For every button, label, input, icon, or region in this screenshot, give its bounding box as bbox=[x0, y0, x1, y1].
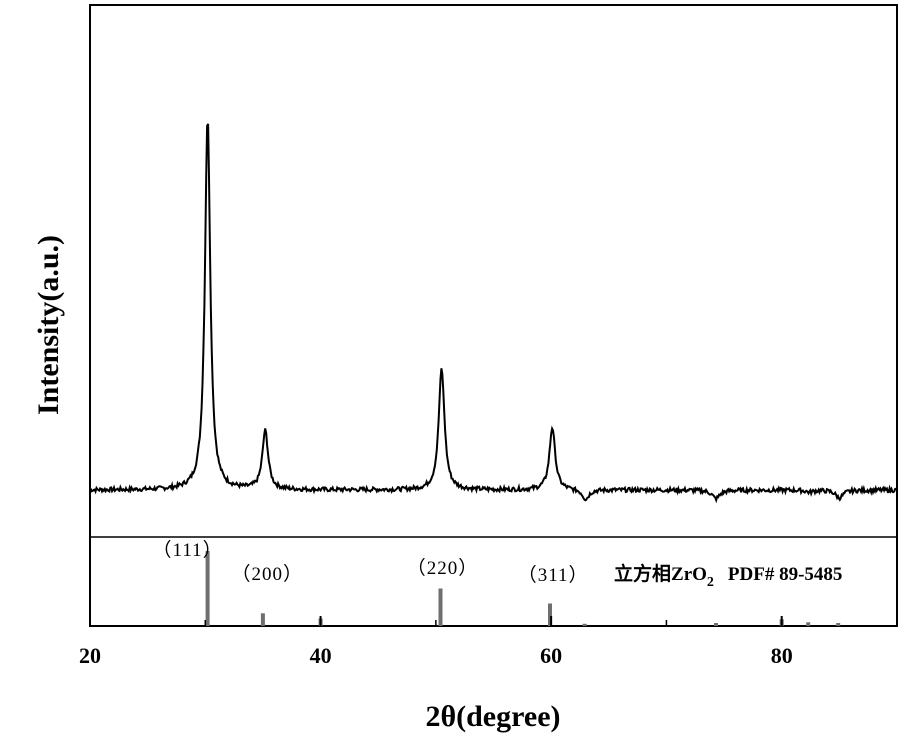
reference-stick bbox=[548, 603, 552, 626]
reference-sticks bbox=[205, 551, 841, 627]
reference-stick bbox=[714, 623, 718, 626]
reference-stick bbox=[582, 623, 587, 627]
hkl-label: （311） bbox=[518, 564, 589, 586]
plot-border bbox=[89, 4, 898, 627]
reference-stick bbox=[205, 551, 210, 626]
xrd-pattern-line bbox=[89, 123, 898, 504]
hkl-label: （200） bbox=[231, 563, 303, 585]
y-axis-title: Intensity(a.u.) bbox=[32, 235, 65, 415]
x-tick-label: 60 bbox=[540, 643, 562, 668]
reference-stick bbox=[806, 622, 811, 627]
x-axis-title: 2θ(degree) bbox=[425, 700, 560, 733]
plot-frame bbox=[89, 4, 898, 627]
x-tick-label: 40 bbox=[310, 643, 332, 668]
reference-label: 立方相ZrO2 PDF# 89-5485 bbox=[614, 562, 842, 590]
reference-stick bbox=[438, 588, 443, 626]
x-tick-label: 80 bbox=[771, 643, 793, 668]
x-axis: 20 40 60 80 bbox=[79, 616, 793, 668]
hkl-labels: （111） （200） （220） （311） bbox=[153, 539, 589, 586]
x-tick-label: 20 bbox=[79, 643, 101, 668]
reference-stick bbox=[836, 623, 841, 626]
hkl-label: （220） bbox=[407, 557, 479, 579]
hkl-label: （111） bbox=[153, 539, 223, 561]
reference-stick bbox=[260, 613, 265, 627]
